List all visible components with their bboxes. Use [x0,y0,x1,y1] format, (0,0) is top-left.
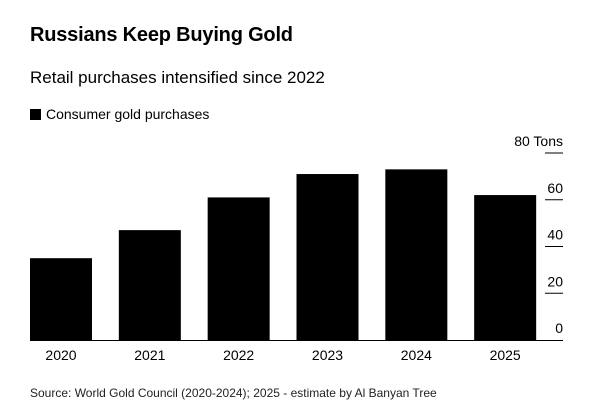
x-tick-label: 2022 [223,347,254,363]
legend-label: Consumer gold purchases [46,106,210,122]
legend-swatch [30,108,41,120]
x-tick-label: 2021 [134,347,165,363]
legend: Consumer gold purchases [30,106,209,122]
bar-2024 [385,169,448,340]
bar-2020 [30,258,92,340]
y-tick-label: 20 [547,273,563,289]
x-tick-label: 2025 [490,347,521,363]
bar-2021 [118,230,181,340]
chart-title: Russians Keep Buying Gold [30,24,293,46]
bar-2025 [474,195,537,340]
x-tick-label: 2020 [45,347,76,363]
y-tick-label: 40 [547,227,563,243]
chart-subtitle: Retail purchases intensified since 2022 [30,68,325,87]
source-note: Source: World Gold Council (2020-2024); … [30,386,437,400]
bar-2022 [207,197,270,340]
bar-2023 [296,174,359,340]
y-tick-label: 60 [547,180,563,196]
y-tick-label: 0 [555,320,563,336]
y-tick-label: 80 Tons [514,133,563,149]
x-tick-label: 2023 [312,347,343,363]
x-tick-label: 2024 [401,347,432,363]
